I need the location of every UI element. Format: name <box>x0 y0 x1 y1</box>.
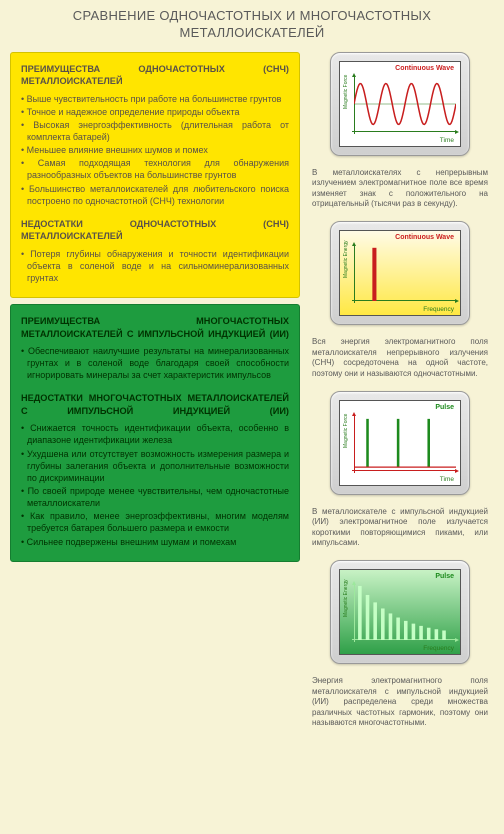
list-item: Снижается точность идентификации объекта… <box>21 422 289 446</box>
list-item: Обеспечивают наилучшие результаты на мин… <box>21 345 289 381</box>
panel-single-freq: ПРЕИМУЩЕСТВА ОДНОЧАСТОТНЫХ (СНЧ) МЕТАЛЛО… <box>10 52 300 298</box>
chart-caption-0: В металлоискателях с непрерывным излучен… <box>310 168 490 210</box>
chart-title: Pulse <box>435 573 454 580</box>
y-axis-label: Magnetic Energy <box>343 268 349 278</box>
single-dis-list: Потеря глубины обнаружения и точности ид… <box>21 248 289 284</box>
chart-title: Pulse <box>435 404 454 411</box>
chart-title: Continuous Wave <box>395 234 454 241</box>
x-axis-label: Frequency <box>423 645 454 652</box>
list-item: Высокая энергоэффективность (длительная … <box>21 119 289 143</box>
page-title: СРАВНЕНИЕ ОДНОЧАСТОТНЫХ И МНОГОЧАСТОТНЫХ… <box>10 8 494 42</box>
panel-multi-freq: ПРЕИМУЩЕСТВА МНОГОЧАСТОТНЫХ МЕТАЛЛОИСКАТ… <box>10 304 300 562</box>
title-line-1: СРАВНЕНИЕ ОДНОЧАСТОТНЫХ И МНОГОЧАСТОТНЫХ <box>73 8 431 23</box>
title-line-2: МЕТАЛЛОИСКАТЕЛЕЙ <box>179 25 324 40</box>
list-item: Ухудшена или отсутствует возможность изм… <box>21 448 289 484</box>
list-item: Сильнее подвержены внешним шумам и помех… <box>21 536 289 548</box>
multi-adv-heading: ПРЕИМУЩЕСТВА МНОГОЧАСТОТНЫХ МЕТАЛЛОИСКАТ… <box>21 315 289 340</box>
right-column: Continuous Wave Magnetic Force Time В метал… <box>310 52 490 735</box>
single-adv-heading: ПРЕИМУЩЕСТВА ОДНОЧАСТОТНЫХ (СНЧ) МЕТАЛЛО… <box>21 63 289 88</box>
main-columns: ПРЕИМУЩЕСТВА ОДНОЧАСТОТНЫХ (СНЧ) МЕТАЛЛО… <box>10 52 494 735</box>
list-item: Потеря глубины обнаружения и точности ид… <box>21 248 289 284</box>
chart-caption-2: В металлоискателе с импульсной индукцией… <box>310 507 490 549</box>
chart-svg <box>354 76 456 132</box>
left-column: ПРЕИМУЩЕСТВА ОДНОЧАСТОТНЫХ (СНЧ) МЕТАЛЛО… <box>10 52 300 735</box>
chart-frame-1: Continuous Wave Magnetic Energy Frequency <box>330 221 470 325</box>
chart-1: Continuous Wave Magnetic Energy Frequency <box>339 230 461 316</box>
list-item: Большинство металлоискателей для любител… <box>21 183 289 207</box>
chart-plot <box>354 584 456 640</box>
list-item: Меньшее влияние внешних шумов и помех <box>21 144 289 156</box>
list-item: Выше чувствительность при работе на боль… <box>21 93 289 105</box>
chart-title: Continuous Wave <box>395 65 454 72</box>
multi-dis-list: Снижается точность идентификации объекта… <box>21 422 289 547</box>
chart-svg <box>354 415 456 471</box>
chart-plot <box>354 415 456 471</box>
y-axis-label: Magnetic Force <box>343 99 349 109</box>
chart-frame-3: Pulse Magnetic Energy Frequency <box>330 560 470 664</box>
multi-dis-heading: НЕДОСТАТКИ МНОГОЧАСТОТНЫХ МЕТАЛЛОИСКАТЕЛ… <box>21 392 289 417</box>
single-dis-heading: НЕДОСТАТКИ ОДНОЧАСТОТНЫХ (СНЧ) МЕТАЛЛОИС… <box>21 218 289 243</box>
multi-adv-list: Обеспечивают наилучшие результаты на мин… <box>21 345 289 381</box>
chart-plot <box>354 76 456 132</box>
chart-svg <box>354 584 456 640</box>
chart-caption-1: Вся энергия электромагнитного поля метал… <box>310 337 490 379</box>
y-axis-label: Magnetic Force <box>343 438 349 448</box>
chart-caption-3: Энергия электромагнитного поля металлоис… <box>310 676 490 728</box>
list-item: По своей природе менее чувствительны, че… <box>21 485 289 509</box>
single-adv-list: Выше чувствительность при работе на боль… <box>21 93 289 207</box>
chart-plot <box>354 245 456 301</box>
chart-0: Continuous Wave Magnetic Force Time <box>339 61 461 147</box>
list-item: Точное и надежное определение природы об… <box>21 106 289 118</box>
chart-svg <box>354 245 456 301</box>
x-axis-label: Time <box>440 476 454 483</box>
chart-3: Pulse Magnetic Energy Frequency <box>339 569 461 655</box>
list-item: Как правило, менее энергоэффективны, мно… <box>21 510 289 534</box>
list-item: Самая подходящая технология для обнаруже… <box>21 157 289 181</box>
x-axis-label: Frequency <box>423 306 454 313</box>
y-axis-label: Magnetic Energy <box>343 607 349 617</box>
chart-2: Pulse Magnetic Force Time <box>339 400 461 486</box>
chart-frame-0: Continuous Wave Magnetic Force Time <box>330 52 470 156</box>
chart-frame-2: Pulse Magnetic Force Time <box>330 391 470 495</box>
x-axis-label: Time <box>440 137 454 144</box>
